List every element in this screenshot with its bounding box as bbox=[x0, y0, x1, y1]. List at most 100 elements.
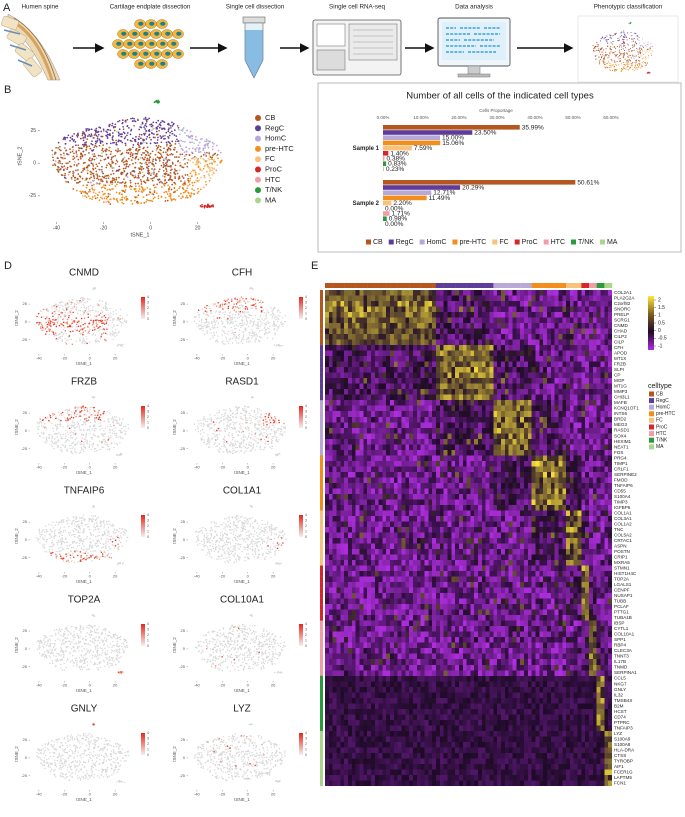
cell-dot bbox=[66, 541, 68, 543]
cell-dot bbox=[62, 305, 64, 307]
cell-dot bbox=[206, 311, 208, 313]
cell-dot bbox=[91, 324, 94, 326]
cell-dot bbox=[52, 159, 55, 162]
cell-dot bbox=[151, 124, 154, 127]
cell-dot bbox=[114, 432, 116, 435]
cell-dot bbox=[277, 328, 279, 330]
cell-dot bbox=[56, 436, 59, 438]
cell-dot bbox=[48, 523, 50, 526]
cell-dot bbox=[88, 341, 91, 343]
cell-dot bbox=[179, 165, 182, 167]
cell-dot bbox=[275, 453, 277, 455]
cell-dot bbox=[213, 333, 215, 335]
cell-dot bbox=[121, 141, 124, 144]
cell-dot bbox=[244, 405, 246, 408]
cell-dot bbox=[59, 145, 61, 148]
cell-dot bbox=[227, 307, 230, 310]
cell-dot bbox=[138, 144, 140, 147]
cell-dot bbox=[57, 147, 59, 149]
cell-dot bbox=[67, 547, 69, 550]
cell-dot bbox=[233, 303, 235, 305]
cell-dot bbox=[86, 300, 89, 303]
legend-swatch bbox=[255, 145, 261, 152]
cell-dot bbox=[88, 446, 91, 449]
cell-dot bbox=[641, 65, 643, 67]
cell-dot bbox=[56, 426, 58, 428]
cell-dot bbox=[105, 195, 108, 198]
cell-dot bbox=[118, 419, 121, 421]
cell-dot bbox=[99, 338, 102, 340]
cell-dot bbox=[140, 133, 143, 136]
cell-dot bbox=[178, 133, 181, 136]
cell-dot bbox=[98, 425, 100, 428]
cell-dot bbox=[598, 48, 600, 50]
cell-dot bbox=[73, 424, 75, 427]
cell-dot bbox=[80, 547, 83, 549]
cell-dot bbox=[58, 531, 61, 534]
cell-dot bbox=[635, 63, 637, 65]
cell-dot bbox=[88, 412, 91, 414]
cell-dot bbox=[52, 427, 54, 429]
cell-dot bbox=[73, 432, 75, 435]
cell-dot bbox=[135, 155, 138, 158]
cell-dot bbox=[208, 305, 210, 308]
cell-dot bbox=[269, 325, 271, 327]
cell-dot bbox=[274, 307, 276, 309]
cell-dot bbox=[639, 53, 642, 55]
cell-dot bbox=[75, 178, 78, 181]
cell-dot bbox=[232, 412, 234, 415]
cell-dot bbox=[139, 162, 142, 164]
cell-dot bbox=[157, 151, 160, 154]
scale-tick-label: 1 bbox=[147, 311, 149, 315]
cell-dot bbox=[147, 165, 150, 168]
cell-dot bbox=[244, 408, 246, 410]
cell-dot bbox=[244, 328, 247, 331]
cell-dot bbox=[224, 313, 226, 316]
cell-dot bbox=[91, 329, 94, 331]
cell-dot bbox=[265, 429, 267, 431]
cell-dot bbox=[639, 63, 641, 65]
cell-dot bbox=[193, 142, 195, 145]
cell-dot bbox=[109, 431, 111, 434]
cell-dot bbox=[650, 45, 652, 47]
cell-dot bbox=[94, 142, 97, 145]
cell-dot bbox=[106, 333, 109, 336]
cell-dot bbox=[148, 159, 151, 162]
cell-dot bbox=[277, 326, 280, 328]
cell-dot bbox=[644, 62, 647, 64]
cell-dot bbox=[79, 152, 82, 155]
cell-dot bbox=[68, 427, 71, 430]
cell-dot bbox=[46, 323, 49, 326]
cell-dot bbox=[88, 428, 91, 431]
x-tick-label: 20 bbox=[271, 356, 276, 361]
cell-dot bbox=[49, 328, 52, 331]
cell-dot bbox=[222, 415, 225, 418]
cell-dot bbox=[102, 144, 105, 146]
cell-dot bbox=[617, 57, 619, 59]
cell-dot bbox=[142, 175, 144, 178]
cell-dot bbox=[123, 156, 126, 159]
cell-dot bbox=[245, 422, 247, 424]
cell-dot bbox=[153, 165, 155, 167]
cell-dot bbox=[248, 334, 251, 336]
cell-dot bbox=[152, 197, 155, 200]
cell-dot bbox=[96, 137, 99, 140]
x-tick-label: 0 bbox=[89, 356, 92, 361]
cell-dot bbox=[134, 190, 137, 193]
cell-dot bbox=[223, 445, 225, 447]
cell-dot bbox=[93, 557, 96, 559]
cell-dot bbox=[124, 182, 126, 185]
cell-dot bbox=[45, 528, 48, 531]
cell-dot bbox=[174, 177, 177, 180]
cell-dot bbox=[51, 440, 53, 442]
cell-dot bbox=[60, 424, 62, 426]
cell-dot bbox=[83, 311, 85, 314]
cell-dot bbox=[88, 416, 90, 418]
cell-dot bbox=[206, 151, 208, 154]
cell-dot bbox=[189, 194, 192, 197]
cell-dot bbox=[74, 179, 76, 182]
cell-dot bbox=[237, 325, 239, 327]
cell-dot bbox=[242, 440, 244, 442]
cell-dot bbox=[101, 155, 103, 158]
cell-dot bbox=[150, 177, 153, 180]
